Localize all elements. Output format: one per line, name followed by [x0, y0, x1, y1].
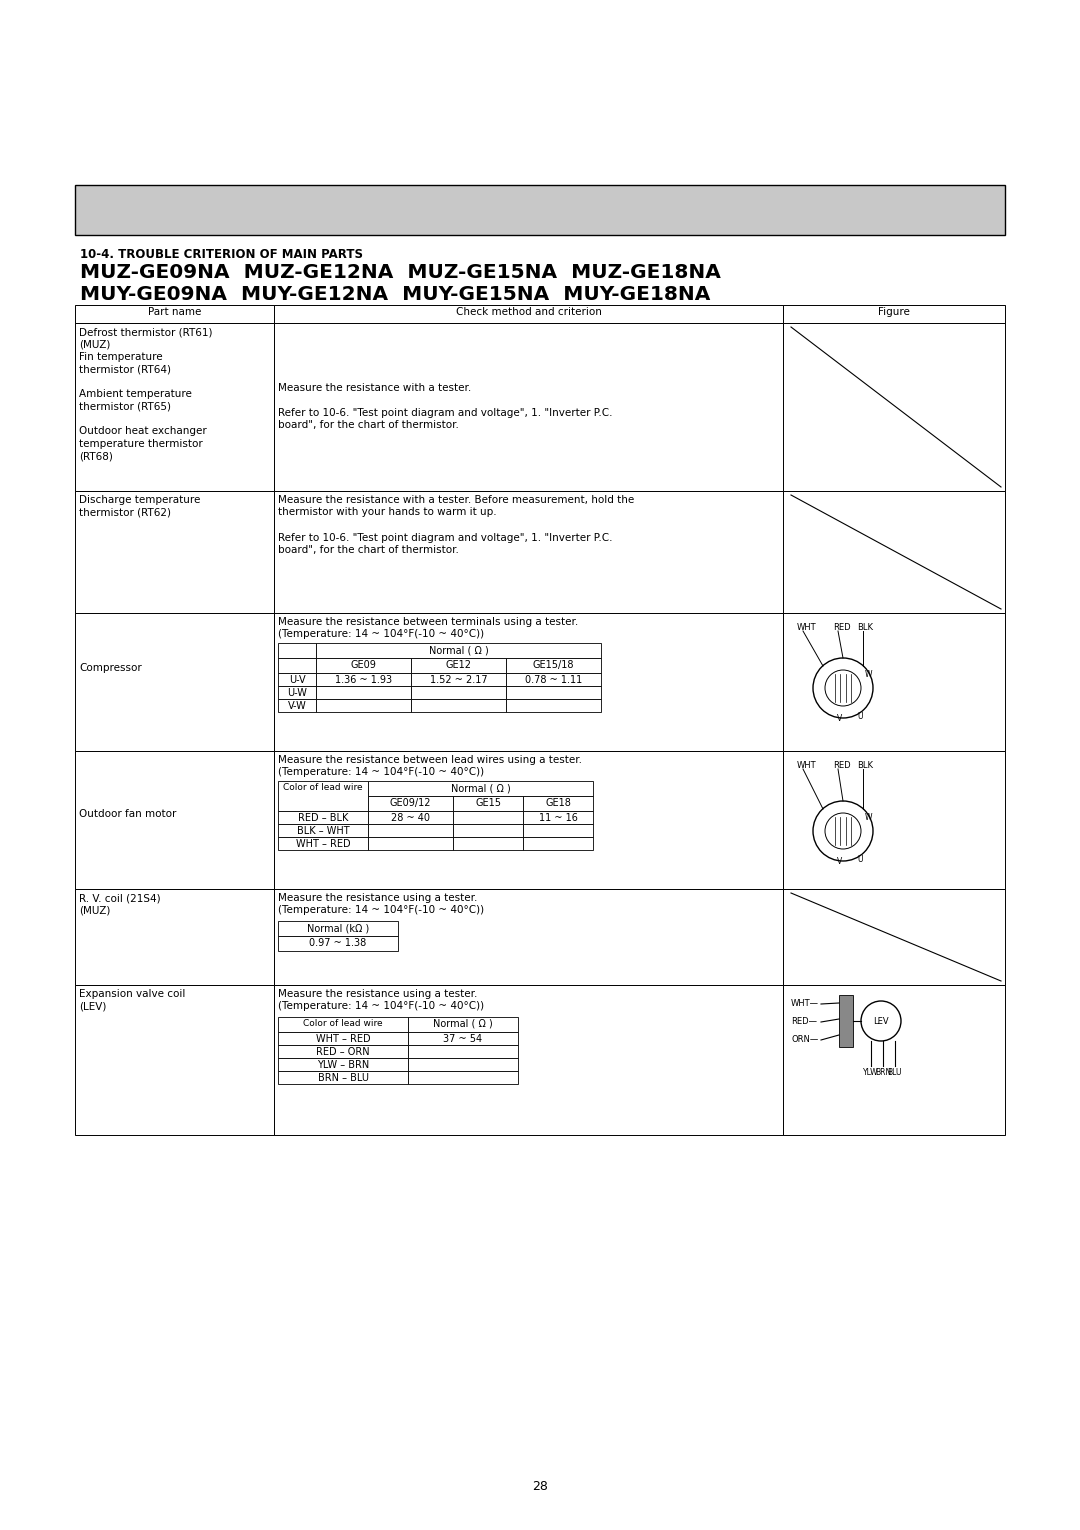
Bar — [278, 936, 399, 952]
Text: Measure the resistance using a tester.: Measure the resistance using a tester. — [278, 894, 477, 903]
Bar — [368, 825, 453, 837]
Text: (Temperature: 14 ~ 104°F(-10 ~ 40°C)): (Temperature: 14 ~ 104°F(-10 ~ 40°C)) — [278, 629, 484, 640]
Text: U: U — [858, 711, 863, 721]
Bar — [507, 673, 600, 685]
Text: RED: RED — [833, 760, 851, 770]
Bar — [278, 685, 316, 699]
Text: WHT: WHT — [797, 760, 816, 770]
Bar — [278, 921, 399, 936]
Bar — [408, 1045, 518, 1059]
Text: Refer to 10-6. "Test point diagram and voltage", 1. "Inverter P.C.
board", for t: Refer to 10-6. "Test point diagram and v… — [278, 409, 612, 430]
Bar — [75, 304, 274, 323]
Text: 0.78 ~ 1.11: 0.78 ~ 1.11 — [525, 675, 582, 685]
Text: GE12: GE12 — [446, 659, 472, 670]
Bar — [75, 323, 274, 491]
Text: 1.52 ~ 2.17: 1.52 ~ 2.17 — [430, 675, 487, 685]
Text: RED – BLK: RED – BLK — [298, 812, 348, 823]
Text: RED—: RED— — [791, 1017, 816, 1027]
Bar — [507, 658, 600, 673]
Bar — [278, 1071, 408, 1083]
Text: BLK: BLK — [858, 623, 873, 632]
Bar — [274, 491, 783, 614]
Text: 28: 28 — [532, 1480, 548, 1493]
Bar — [507, 699, 600, 711]
Text: GE18: GE18 — [545, 799, 571, 808]
Text: U-W: U-W — [287, 688, 307, 698]
Bar — [453, 825, 523, 837]
Bar — [453, 796, 523, 811]
Bar — [453, 837, 523, 851]
Bar — [278, 643, 316, 658]
Bar — [368, 837, 453, 851]
Text: Expansion valve coil
(LEV): Expansion valve coil (LEV) — [79, 988, 186, 1011]
Bar — [278, 1033, 408, 1045]
Text: BRN – BLU: BRN – BLU — [318, 1073, 368, 1083]
Bar — [523, 796, 593, 811]
Text: Measure the resistance with a tester. Before measurement, hold the
thermistor wi: Measure the resistance with a tester. Be… — [278, 496, 634, 517]
Bar — [368, 780, 593, 796]
Text: BLU: BLU — [888, 1068, 902, 1077]
Bar — [278, 699, 316, 711]
Bar — [783, 889, 1005, 985]
Text: ORN—: ORN— — [791, 1034, 819, 1043]
Bar — [523, 811, 593, 825]
Text: RED: RED — [833, 623, 851, 632]
Bar — [839, 994, 853, 1047]
Text: BLK – WHT: BLK – WHT — [297, 826, 349, 835]
Bar — [316, 685, 411, 699]
Text: Measure the resistance between terminals using a tester.: Measure the resistance between terminals… — [278, 617, 578, 627]
Text: Color of lead wire: Color of lead wire — [283, 783, 363, 793]
Bar — [316, 673, 411, 685]
Bar — [75, 614, 274, 751]
Bar — [278, 673, 316, 685]
Bar — [453, 811, 523, 825]
Text: 37 ~ 54: 37 ~ 54 — [444, 1034, 483, 1043]
Bar — [368, 811, 453, 825]
Text: MUZ-GE09NA  MUZ-GE12NA  MUZ-GE15NA  MUZ-GE18NA: MUZ-GE09NA MUZ-GE12NA MUZ-GE15NA MUZ-GE1… — [80, 263, 720, 282]
Bar — [408, 1071, 518, 1083]
Bar — [75, 889, 274, 985]
Text: Normal (kΩ ): Normal (kΩ ) — [307, 923, 369, 933]
Text: Defrost thermistor (RT61)
(MUZ)
Fin temperature
thermistor (RT64)

Ambient tempe: Defrost thermistor (RT61) (MUZ) Fin temp… — [79, 327, 213, 461]
Text: GE15/18: GE15/18 — [532, 659, 575, 670]
Text: (Temperature: 14 ~ 104°F(-10 ~ 40°C)): (Temperature: 14 ~ 104°F(-10 ~ 40°C)) — [278, 767, 484, 777]
Bar — [278, 1059, 408, 1071]
Text: U-V: U-V — [288, 675, 306, 685]
Bar — [316, 658, 411, 673]
Text: U: U — [858, 855, 863, 864]
Bar — [408, 1017, 518, 1033]
Bar — [783, 751, 1005, 889]
Text: Outdoor fan motor: Outdoor fan motor — [79, 809, 176, 819]
Bar — [278, 1045, 408, 1059]
Bar — [507, 685, 600, 699]
Bar — [274, 889, 783, 985]
Text: WHT: WHT — [797, 623, 816, 632]
Text: Part name: Part name — [148, 308, 201, 317]
Bar — [274, 985, 783, 1135]
Text: Compressor: Compressor — [79, 662, 141, 673]
Text: 1.36 ~ 1.93: 1.36 ~ 1.93 — [335, 675, 392, 685]
Bar — [316, 643, 600, 658]
Text: BLK: BLK — [858, 760, 873, 770]
Bar — [278, 825, 368, 837]
Bar — [408, 1059, 518, 1071]
Text: MUY-GE09NA  MUY-GE12NA  MUY-GE15NA  MUY-GE18NA: MUY-GE09NA MUY-GE12NA MUY-GE15NA MUY-GE1… — [80, 285, 711, 304]
Bar — [523, 825, 593, 837]
Text: Refer to 10-6. "Test point diagram and voltage", 1. "Inverter P.C.
board", for t: Refer to 10-6. "Test point diagram and v… — [278, 532, 612, 555]
Bar — [274, 751, 783, 889]
Text: Normal ( Ω ): Normal ( Ω ) — [433, 1019, 492, 1030]
Bar — [523, 837, 593, 851]
Bar — [408, 1033, 518, 1045]
Text: Figure: Figure — [878, 308, 910, 317]
Bar — [783, 985, 1005, 1135]
Bar — [274, 323, 783, 491]
Bar — [278, 658, 316, 673]
Text: Discharge temperature
thermistor (RT62): Discharge temperature thermistor (RT62) — [79, 496, 201, 517]
Bar — [278, 1017, 408, 1033]
Text: YLW – BRN: YLW – BRN — [316, 1060, 369, 1069]
Text: 11 ~ 16: 11 ~ 16 — [539, 812, 578, 823]
Text: Measure the resistance with a tester.: Measure the resistance with a tester. — [278, 382, 471, 393]
Text: 28 ~ 40: 28 ~ 40 — [391, 812, 430, 823]
Text: W: W — [865, 812, 873, 822]
Text: Check method and criterion: Check method and criterion — [456, 308, 602, 317]
